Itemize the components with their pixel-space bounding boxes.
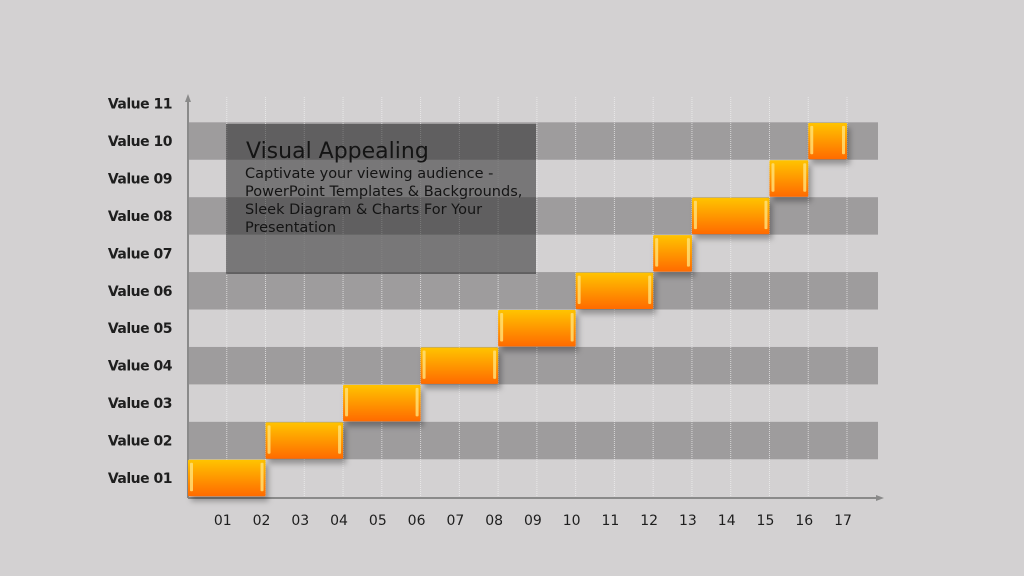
bar xyxy=(420,347,499,384)
bar xyxy=(769,160,809,197)
bar-highlight xyxy=(648,275,652,305)
bar-highlight xyxy=(577,275,581,305)
x-tick-label: 05 xyxy=(369,513,387,529)
row-band xyxy=(188,272,878,310)
bar xyxy=(575,272,654,310)
bar-highlight xyxy=(570,313,574,342)
y-tick-label: Value 11 xyxy=(108,97,172,113)
bar-highlight xyxy=(810,125,814,155)
y-tick-label: Value 10 xyxy=(108,134,173,150)
callout-title: Visual Appealing xyxy=(246,139,429,164)
x-tick-label: 14 xyxy=(718,513,736,529)
y-tick-label: Value 05 xyxy=(108,321,172,337)
row-band xyxy=(188,346,878,385)
bar-highlight xyxy=(422,350,426,379)
bar-highlight xyxy=(415,387,419,417)
x-tick-label: 08 xyxy=(485,513,503,529)
bar-highlight xyxy=(500,313,504,342)
x-tick-label: 13 xyxy=(679,513,697,529)
y-tick-label: Value 08 xyxy=(108,209,172,225)
x-tick-label: 15 xyxy=(757,513,775,529)
x-tick-label: 07 xyxy=(446,513,464,529)
x-tick-label: 12 xyxy=(640,513,658,529)
bar-highlight xyxy=(493,350,497,379)
y-tick-label: Value 01 xyxy=(108,471,172,487)
bar xyxy=(808,122,847,160)
y-tick-label: Value 09 xyxy=(108,171,172,187)
x-axis-arrow-icon xyxy=(876,495,884,501)
x-tick-label: 11 xyxy=(601,513,619,529)
y-tick-label: Value 04 xyxy=(108,359,173,375)
bar xyxy=(691,197,770,235)
bar-highlight xyxy=(686,238,690,267)
x-tick-label: 06 xyxy=(408,513,426,529)
y-tick-label: Value 03 xyxy=(108,396,172,412)
bar-highlight xyxy=(764,200,768,230)
bar-highlight xyxy=(267,425,271,454)
bar-highlight xyxy=(771,163,775,192)
y-axis-arrow-icon xyxy=(185,94,191,102)
y-tick-label: Value 07 xyxy=(108,246,172,262)
x-tick-label: 03 xyxy=(291,513,309,529)
bar xyxy=(653,235,692,272)
bar-highlight xyxy=(260,462,264,492)
x-tick-label: 01 xyxy=(214,513,232,529)
bar xyxy=(265,422,344,459)
callout-body: Captivate your viewing audience - PowerP… xyxy=(245,166,523,236)
bar-highlight xyxy=(693,200,697,230)
bar-highlight xyxy=(338,425,342,454)
y-tick-label: Value 06 xyxy=(108,284,172,300)
x-tick-label: 10 xyxy=(563,513,581,529)
callout-box xyxy=(226,124,536,274)
bar xyxy=(188,459,266,497)
bar xyxy=(498,310,576,347)
bar-highlight xyxy=(190,462,193,492)
bar xyxy=(343,384,421,422)
x-tick-label: 09 xyxy=(524,513,542,529)
bar-highlight xyxy=(655,238,659,267)
x-tick-label: 04 xyxy=(330,513,348,529)
x-tick-label: 02 xyxy=(253,513,271,529)
y-tick-label: Value 02 xyxy=(108,434,172,450)
x-tick-label: 17 xyxy=(834,513,852,529)
bar-highlight xyxy=(842,125,845,155)
bar-highlight xyxy=(803,163,807,192)
bar-highlight xyxy=(345,387,349,417)
x-tick-label: 16 xyxy=(795,513,813,529)
